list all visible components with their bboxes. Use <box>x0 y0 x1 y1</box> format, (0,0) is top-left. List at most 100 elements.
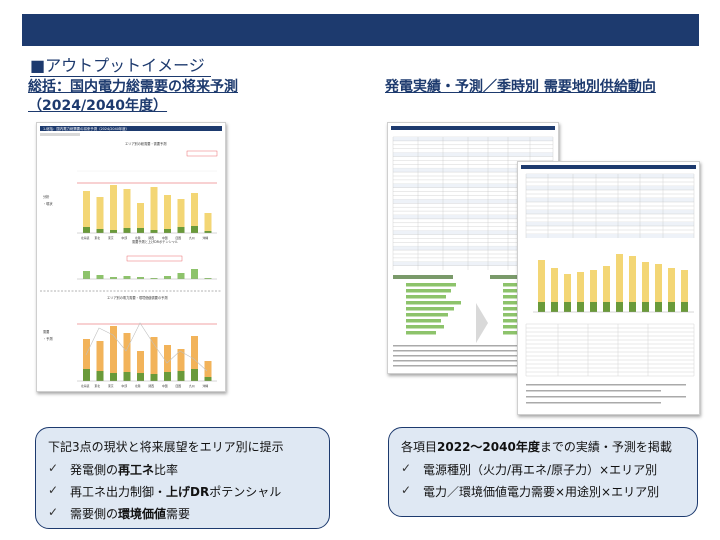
left-document-graphic: 1.総括：国内電力総需要の将来予測（2024/2040年度） エリア別の総需要・… <box>40 126 222 388</box>
thumb-row <box>526 198 694 202</box>
thumb-row <box>526 222 694 226</box>
thumb-bar <box>204 278 212 279</box>
thumb-bar <box>110 277 117 279</box>
thumb-bar <box>204 361 212 381</box>
check-icon: ✓ <box>401 483 412 497</box>
thumb-bar <box>642 262 649 312</box>
thumb-text-line <box>393 360 523 362</box>
thumb-bar <box>150 374 158 381</box>
thumb-row <box>393 246 553 251</box>
thumb-bar <box>655 264 662 312</box>
svg-text:・予測: ・予測 <box>43 336 53 341</box>
thumb-bar <box>123 189 131 233</box>
right-doc-front-notes <box>526 384 686 404</box>
thumb-bar <box>83 339 90 381</box>
thumb-bar <box>191 369 198 381</box>
thumb-bar <box>603 266 610 312</box>
thumb-area-label: 北陸 <box>135 384 141 388</box>
thumb-bar <box>191 336 198 381</box>
thumb-bar <box>96 197 104 233</box>
thumb-bar <box>406 319 441 323</box>
check-icon: ✓ <box>48 505 59 519</box>
left-card-item: ✓ 需要側の 環境価値 需要 <box>48 505 191 521</box>
left-card-item: ✓ 発電側の 再工ネ 比率 <box>48 461 179 477</box>
thumb-bar <box>123 228 131 233</box>
thumb-row <box>526 234 694 238</box>
thumb-bar <box>96 275 104 279</box>
svg-text:需要: 需要 <box>43 329 50 334</box>
thumb-row <box>526 174 694 178</box>
right-summary-card: 各項目2022～2040年度までの実績・予測を掲載 ✓ 電源種別（火力/再エネ/… <box>388 427 698 517</box>
right-doc-front-graphic <box>521 165 696 404</box>
thumb-row <box>393 199 553 204</box>
thumb-text-line <box>526 390 661 392</box>
thumb-bar <box>164 372 171 381</box>
thumb-bar <box>564 302 571 312</box>
right-doc-back-bars <box>406 283 461 335</box>
thumb-bar <box>668 268 675 312</box>
thumb-bar <box>191 193 198 233</box>
thumb-bar <box>164 229 171 233</box>
thumb-text-line <box>393 345 543 347</box>
thumb-area-label: 九州 <box>189 384 195 388</box>
right-card-title: 各項目2022～2040年度までの実績・予測を掲載 <box>401 440 672 454</box>
thumb-bar <box>406 289 451 293</box>
thumb-row <box>393 261 553 266</box>
thumb-area-label: 沖縄 <box>203 384 209 388</box>
thumb-area-label: 中国 <box>162 236 168 240</box>
thumb-bar <box>177 371 185 381</box>
thumb-bar <box>590 302 597 312</box>
thumb-area-label: 四国 <box>176 236 182 240</box>
right-card-item: ✓ 電源種別（火力/再エネ/原子力）×エリア別 <box>401 461 658 477</box>
thumb-bar <box>406 295 446 299</box>
thumb-bar <box>110 185 117 233</box>
thumb-text-line <box>393 355 543 357</box>
right-doc-front-bars <box>538 254 688 312</box>
thumb-bar <box>123 372 131 381</box>
left-heading: 総括：国内電力総需要の将来予測 （2024/2040年度） <box>28 78 238 116</box>
thumb-bar <box>164 345 171 381</box>
panel3-title: エリア別の電力需要・環境価値需要の予測 <box>107 295 168 300</box>
svg-text:分析: 分析 <box>43 194 50 199</box>
section-title: ■アウトプットイメージ <box>30 52 211 77</box>
right-heading-text: 発電実績・予測／季時別 需要地別供給動向 <box>385 79 656 95</box>
thumb-row <box>393 230 553 235</box>
thumb-bar <box>616 254 623 312</box>
panel1-bars <box>83 185 212 233</box>
thumb-bar <box>503 331 529 335</box>
thumb-bar <box>551 302 558 312</box>
thumb-bar <box>629 256 636 312</box>
thumb-bar <box>96 371 104 381</box>
thumb-bar <box>123 276 131 279</box>
thumb-bar <box>616 302 623 312</box>
thumb-bar <box>164 195 171 233</box>
thumb-bar <box>538 260 545 312</box>
thumb-bar <box>164 276 171 279</box>
thumb-bar <box>96 341 104 381</box>
thumb-text-line <box>526 402 661 404</box>
thumb-bar <box>83 227 90 233</box>
thumb-row <box>393 137 553 141</box>
thumb-row <box>393 183 553 188</box>
left-summary-card: 下記3点の現状と将来展望をエリア別に提示 ✓ 発電側の 再工ネ 比率 ✓ 再工ネ出力… <box>35 427 330 529</box>
thumb-bar <box>177 227 185 233</box>
panel3-area-labels: 北海道 東北 東京 中部 北陸 関西 中国 四国 九州 沖縄 <box>81 384 208 388</box>
thumb-bar <box>655 302 662 312</box>
thumb-bar <box>406 313 448 317</box>
thumb-text-line <box>526 396 686 398</box>
thumb-row <box>393 168 553 173</box>
thumb-bar <box>668 302 675 312</box>
thumb-bar <box>590 270 597 312</box>
thumb-bar <box>406 301 461 305</box>
thumb-area-label: 東京 <box>108 236 114 240</box>
thumb-bar <box>150 230 158 233</box>
panel3-bars <box>83 326 212 381</box>
thumb-bar <box>137 277 144 279</box>
right-heading: 発電実績・予測／季時別 需要地別供給動向 <box>385 78 656 97</box>
thumb-bar <box>191 269 198 279</box>
thumb-bar <box>150 278 158 279</box>
thumb-text-line <box>526 384 686 386</box>
check-icon: ✓ <box>48 461 59 475</box>
thumb-bar <box>564 274 571 312</box>
thumb-bar <box>577 302 584 312</box>
